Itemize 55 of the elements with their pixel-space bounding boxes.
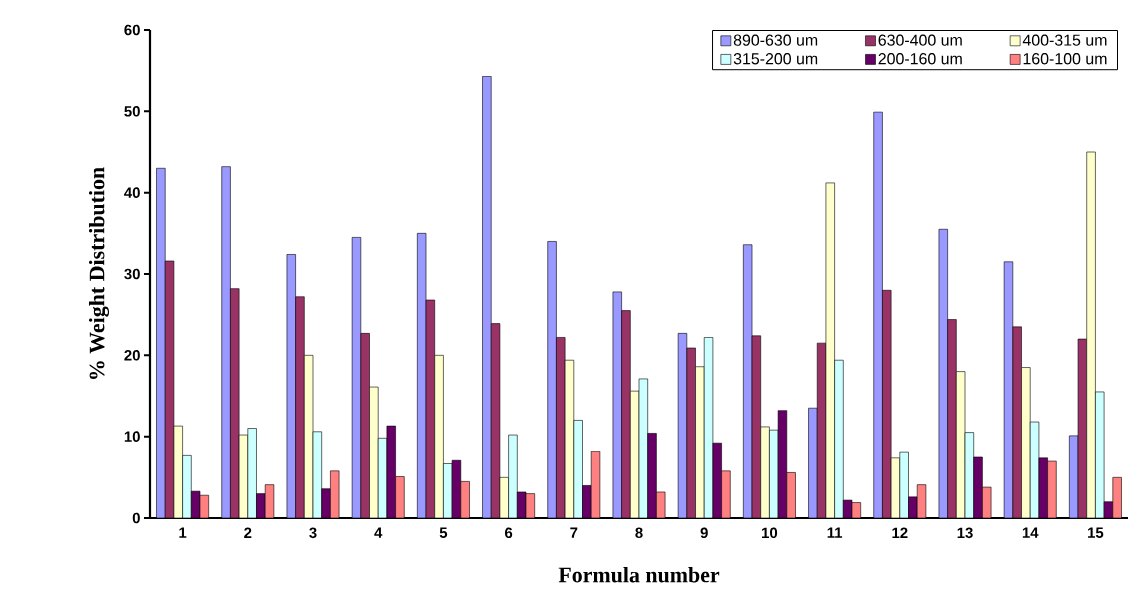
bar: [647, 433, 657, 518]
y-tick-label: 50: [124, 106, 140, 117]
bar: [695, 366, 705, 518]
legend-label: 315-200 um: [733, 53, 818, 65]
x-tick-label: 1: [179, 527, 187, 538]
bar: [508, 434, 518, 518]
bar: [182, 455, 192, 518]
bar: [1012, 326, 1022, 518]
x-tick-label: 4: [374, 527, 383, 538]
x-axis-title: Formula number: [558, 566, 720, 583]
y-tick-label: 40: [124, 187, 140, 198]
bar: [360, 333, 370, 518]
x-tick-label: 10: [762, 527, 778, 539]
bar: [295, 296, 305, 518]
x-tick-label: 7: [570, 527, 578, 538]
bar: [760, 426, 770, 518]
x-tick-label: 6: [505, 527, 513, 539]
bar: [482, 76, 492, 518]
y-tick-label: 10: [124, 431, 140, 442]
bar: [369, 386, 379, 518]
bar: [686, 347, 696, 518]
bar: [621, 310, 631, 518]
x-tick-label: 5: [439, 527, 448, 538]
y-tick-label: 30: [124, 268, 140, 280]
x-tick-label: 13: [957, 527, 973, 539]
bar: [221, 166, 231, 518]
bar: [873, 111, 883, 518]
x-tick-label: 2: [244, 527, 252, 538]
legend-label: 890-630 um: [733, 34, 818, 46]
bar: [1021, 367, 1031, 518]
x-tick-label: 9: [700, 527, 708, 539]
bar: [947, 319, 957, 518]
bar: [247, 428, 257, 518]
legend-label: 200-160 um: [878, 53, 962, 65]
legend-label: 400-315 um: [1022, 34, 1107, 46]
bar: [156, 167, 166, 518]
bar: [573, 420, 583, 518]
y-tick-label: 0: [132, 512, 140, 524]
y-tick-label: 60: [124, 24, 140, 36]
bar: [434, 355, 444, 518]
x-tick-label: 3: [309, 527, 317, 539]
legend-label: 160-100 um: [1023, 53, 1107, 65]
y-tick-label: 20: [124, 350, 140, 361]
bar: [721, 470, 731, 518]
x-tick-label: 11: [827, 527, 843, 538]
y-axis-title: % Weight Distribution: [88, 167, 110, 379]
x-tick-label: 14: [1022, 527, 1039, 538]
bar: [808, 407, 818, 518]
bar: [547, 241, 557, 518]
bar: [834, 359, 844, 518]
x-tick-label: 12: [892, 527, 908, 538]
bar: [1086, 151, 1096, 518]
x-tick-label: 8: [635, 527, 643, 539]
legend-label: 630-400 um: [878, 34, 962, 46]
x-tick-label: 15: [1088, 527, 1104, 538]
